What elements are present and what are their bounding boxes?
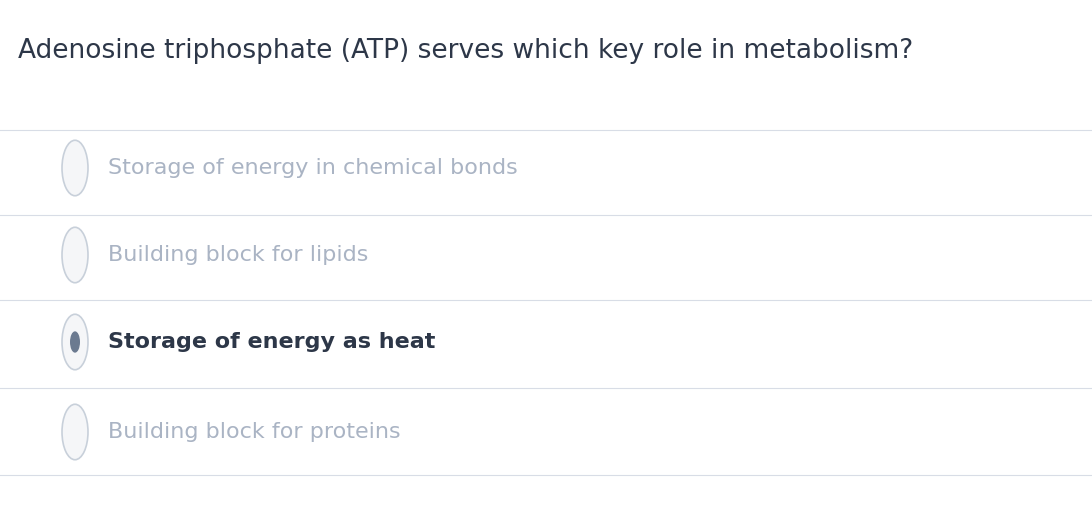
Ellipse shape — [62, 227, 88, 283]
Text: Building block for proteins: Building block for proteins — [108, 422, 401, 442]
Ellipse shape — [62, 404, 88, 460]
Text: Storage of energy in chemical bonds: Storage of energy in chemical bonds — [108, 158, 518, 178]
Ellipse shape — [70, 331, 80, 353]
Ellipse shape — [62, 140, 88, 196]
Ellipse shape — [62, 314, 88, 370]
Text: Building block for lipids: Building block for lipids — [108, 245, 368, 265]
Text: Adenosine triphosphate (ATP) serves which key role in metabolism?: Adenosine triphosphate (ATP) serves whic… — [17, 38, 913, 64]
Text: Storage of energy as heat: Storage of energy as heat — [108, 332, 436, 352]
